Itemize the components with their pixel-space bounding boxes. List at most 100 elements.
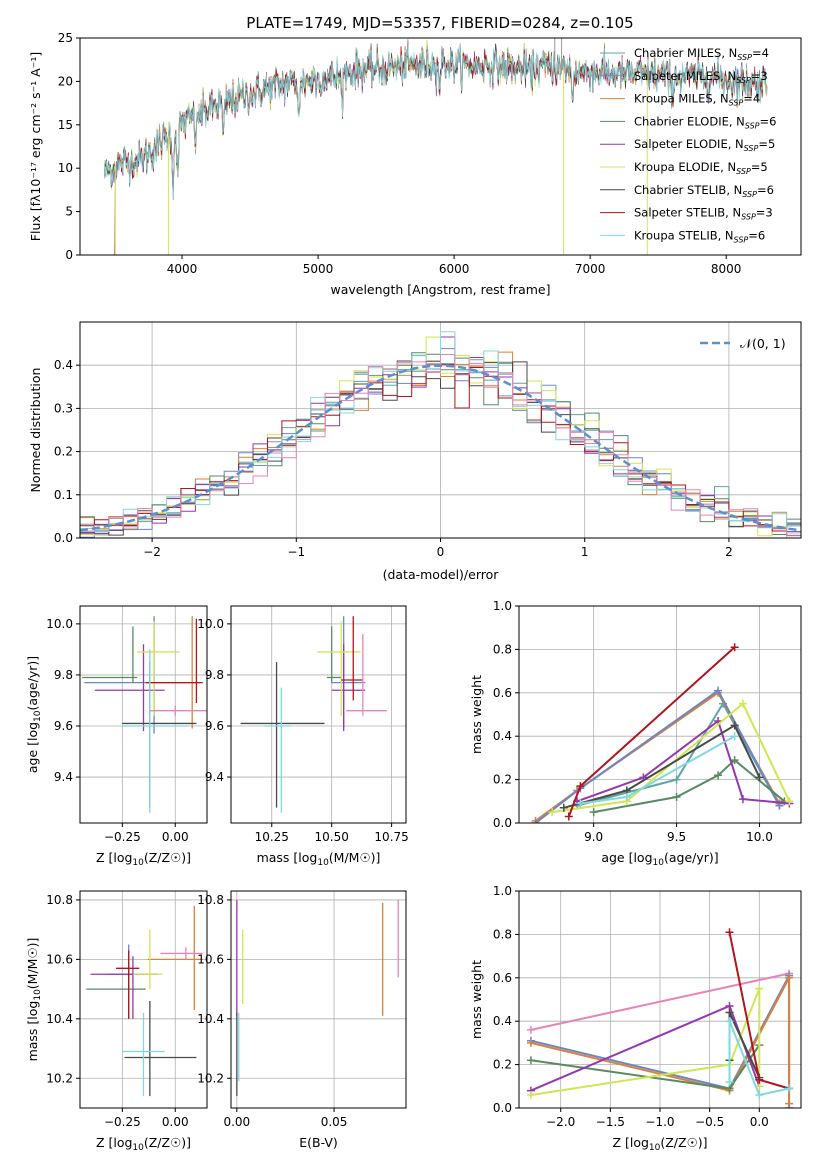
errorbar-pink bbox=[149, 705, 207, 716]
data-point bbox=[576, 799, 585, 808]
x-axis-label: age [log10(age/yr)] bbox=[601, 850, 718, 868]
data-point bbox=[526, 1025, 535, 1034]
data-point bbox=[785, 797, 794, 806]
y-tick-label: 15 bbox=[58, 118, 73, 132]
errorbar-salpeter_miles bbox=[331, 616, 366, 729]
x-tick-label: −2 bbox=[143, 545, 161, 559]
data-point bbox=[526, 1038, 535, 1047]
plot-age_vs_mass: 10.25 10.50 10.75 9.4 9.6 9.8 10.0 mass [log10(… bbox=[197, 605, 409, 868]
x-tick-label: 0.00 bbox=[223, 1115, 250, 1129]
y-tick-label: 10.4 bbox=[46, 1012, 73, 1026]
errorbar-salpeter_stelib bbox=[145, 618, 203, 704]
y-tick-label: 10 bbox=[58, 161, 73, 175]
marks-weight_vs_Z bbox=[526, 928, 794, 1108]
x-tick-label: 0.00 bbox=[162, 1115, 189, 1129]
marks-age_vs_Z bbox=[82, 616, 207, 813]
x-tick-label: 0.00 bbox=[162, 830, 189, 844]
x-tick-label: 7000 bbox=[575, 262, 606, 276]
y-tick-label: 0.4 bbox=[54, 358, 73, 372]
errorbar-salpeter_elodie bbox=[94, 644, 165, 732]
x-tick-label: 0.05 bbox=[321, 1115, 348, 1129]
marks-spectrum bbox=[104, 38, 768, 255]
axes-frame bbox=[230, 605, 407, 824]
legend-entry: Chabrier ELODIE, NSSP=6 bbox=[634, 114, 776, 130]
plot-age_vs_Z: −0.25 0.00 9.4 9.6 9.8 10.0 Z [log10(Z/Z☉)] age… bbox=[25, 605, 208, 868]
legend-entry: Chabrier MILES, NSSP=4 bbox=[634, 46, 769, 62]
legend-entry: Kroupa STELIB, NSSP=6 bbox=[634, 228, 765, 244]
y-tick-label: 0 bbox=[65, 248, 73, 262]
plot-mass_vs_ebv: 0.00 0.05 10.2 10.4 10.6 10.8 E(B-V) bbox=[197, 890, 407, 1150]
y-tick-label: 0.0 bbox=[493, 816, 512, 830]
axes-frame bbox=[79, 890, 208, 1109]
y-tick-label: 10.2 bbox=[46, 1071, 73, 1085]
x-tick-label: 0 bbox=[437, 545, 445, 559]
marks-weight_vs_age bbox=[531, 643, 794, 823]
errorbar-salpeter_stelib bbox=[115, 950, 140, 1019]
marks-mass_vs_Z bbox=[86, 905, 203, 1097]
data-point bbox=[576, 782, 585, 791]
errorbar-salpeter_elodie bbox=[90, 956, 159, 1019]
y-tick-label: 9.6 bbox=[54, 719, 73, 733]
y-tick-label: 20 bbox=[58, 74, 73, 88]
x-tick-label: 5000 bbox=[303, 262, 334, 276]
histogram-step-pink bbox=[80, 354, 801, 538]
series-chabrier_elodie bbox=[589, 756, 789, 817]
data-point bbox=[785, 973, 794, 982]
data-point bbox=[785, 1084, 794, 1093]
y-tick-label: 1.0 bbox=[493, 884, 512, 898]
x-tick-label: −0.25 bbox=[104, 830, 141, 844]
x-tick-label: −1.5 bbox=[596, 1115, 625, 1129]
series-kroupa_stelib bbox=[725, 1017, 794, 1099]
errorbar-chabrier_elodie bbox=[86, 950, 146, 1019]
y-tick-label: 0.2 bbox=[54, 445, 73, 459]
errorbar-chabrier_stelib bbox=[122, 662, 197, 808]
series-line bbox=[563, 723, 761, 809]
y-tick-label: 0.8 bbox=[493, 927, 512, 941]
y-tick-label: 0.0 bbox=[493, 1101, 512, 1115]
axes-frame bbox=[518, 605, 802, 824]
y-tick-label: 10.6 bbox=[197, 952, 224, 966]
legend-entry: Salpeter ELODIE, NSSP=5 bbox=[634, 137, 775, 153]
histogram-legend: 𝒩(0, 1) bbox=[700, 336, 786, 351]
data-point bbox=[725, 1008, 734, 1017]
grid-mass_vs_ebv bbox=[231, 891, 406, 1108]
errorbar-salpeter_elodie bbox=[331, 644, 366, 732]
axes-frame bbox=[230, 890, 407, 1109]
errorbar-kroupa_miles bbox=[147, 905, 203, 1010]
y-tick-label: 10.8 bbox=[197, 893, 224, 907]
plot-weight_vs_Z: −2.0 −1.5 −1.0 −0.5 0.0 0.0 0.2 0.4 0.6 0.8 1.0 Z [… bbox=[469, 884, 802, 1153]
errorbar-chabrier_elodie bbox=[326, 626, 342, 683]
data-point bbox=[738, 699, 747, 708]
marks-mass_vs_ebv bbox=[236, 899, 399, 1097]
y-tick-label: 0.0 bbox=[54, 531, 73, 545]
plot-weight_vs_age: 9.0 9.5 10.0 0.0 0.2 0.4 0.6 0.8 1.0 age [log10(a… bbox=[469, 599, 802, 868]
x-tick-label: 6000 bbox=[439, 262, 470, 276]
y-tick-label: 0.3 bbox=[54, 401, 73, 415]
gaussian-curve bbox=[80, 364, 799, 532]
data-point bbox=[725, 928, 734, 937]
legend-entry: Salpeter STELIB, NSSP=3 bbox=[634, 206, 773, 222]
data-point bbox=[730, 643, 739, 652]
y-tick-label: 10.0 bbox=[46, 617, 73, 631]
data-point bbox=[755, 1075, 764, 1084]
y-tick-label: 25 bbox=[58, 31, 73, 45]
x-tick-label: −0.5 bbox=[695, 1115, 724, 1129]
y-tick-label: 0.6 bbox=[493, 971, 512, 985]
errorbar-chabrier_stelib bbox=[240, 662, 325, 808]
axes-frame bbox=[79, 37, 802, 256]
y-tick-label: 0.4 bbox=[493, 1014, 512, 1028]
y-tick-label: 10.4 bbox=[197, 1012, 224, 1026]
legend-entry: Chabrier STELIB, NSSP=6 bbox=[634, 183, 774, 199]
data-point bbox=[672, 792, 681, 801]
data-point bbox=[548, 808, 557, 817]
series-chabrier_stelib bbox=[559, 721, 764, 812]
x-axis-label: Z [log10(Z/Z☉)] bbox=[612, 1135, 707, 1153]
marks-residual_histogram bbox=[80, 331, 801, 538]
data-point bbox=[738, 795, 747, 804]
plot-mass_vs_Z: −0.25 0.00 10.2 10.4 10.6 10.8 Z [log10(Z/Z☉)]… bbox=[25, 890, 208, 1153]
data-point bbox=[714, 771, 723, 780]
x-tick-label: 10.50 bbox=[315, 830, 349, 844]
plot-spectrum: 4000 5000 6000 7000 8000 0 5 10 15 20 25 wavelength… bbox=[28, 31, 802, 297]
x-tick-label: 10.0 bbox=[746, 830, 773, 844]
errorbar-kroupa_elodie bbox=[137, 621, 180, 716]
